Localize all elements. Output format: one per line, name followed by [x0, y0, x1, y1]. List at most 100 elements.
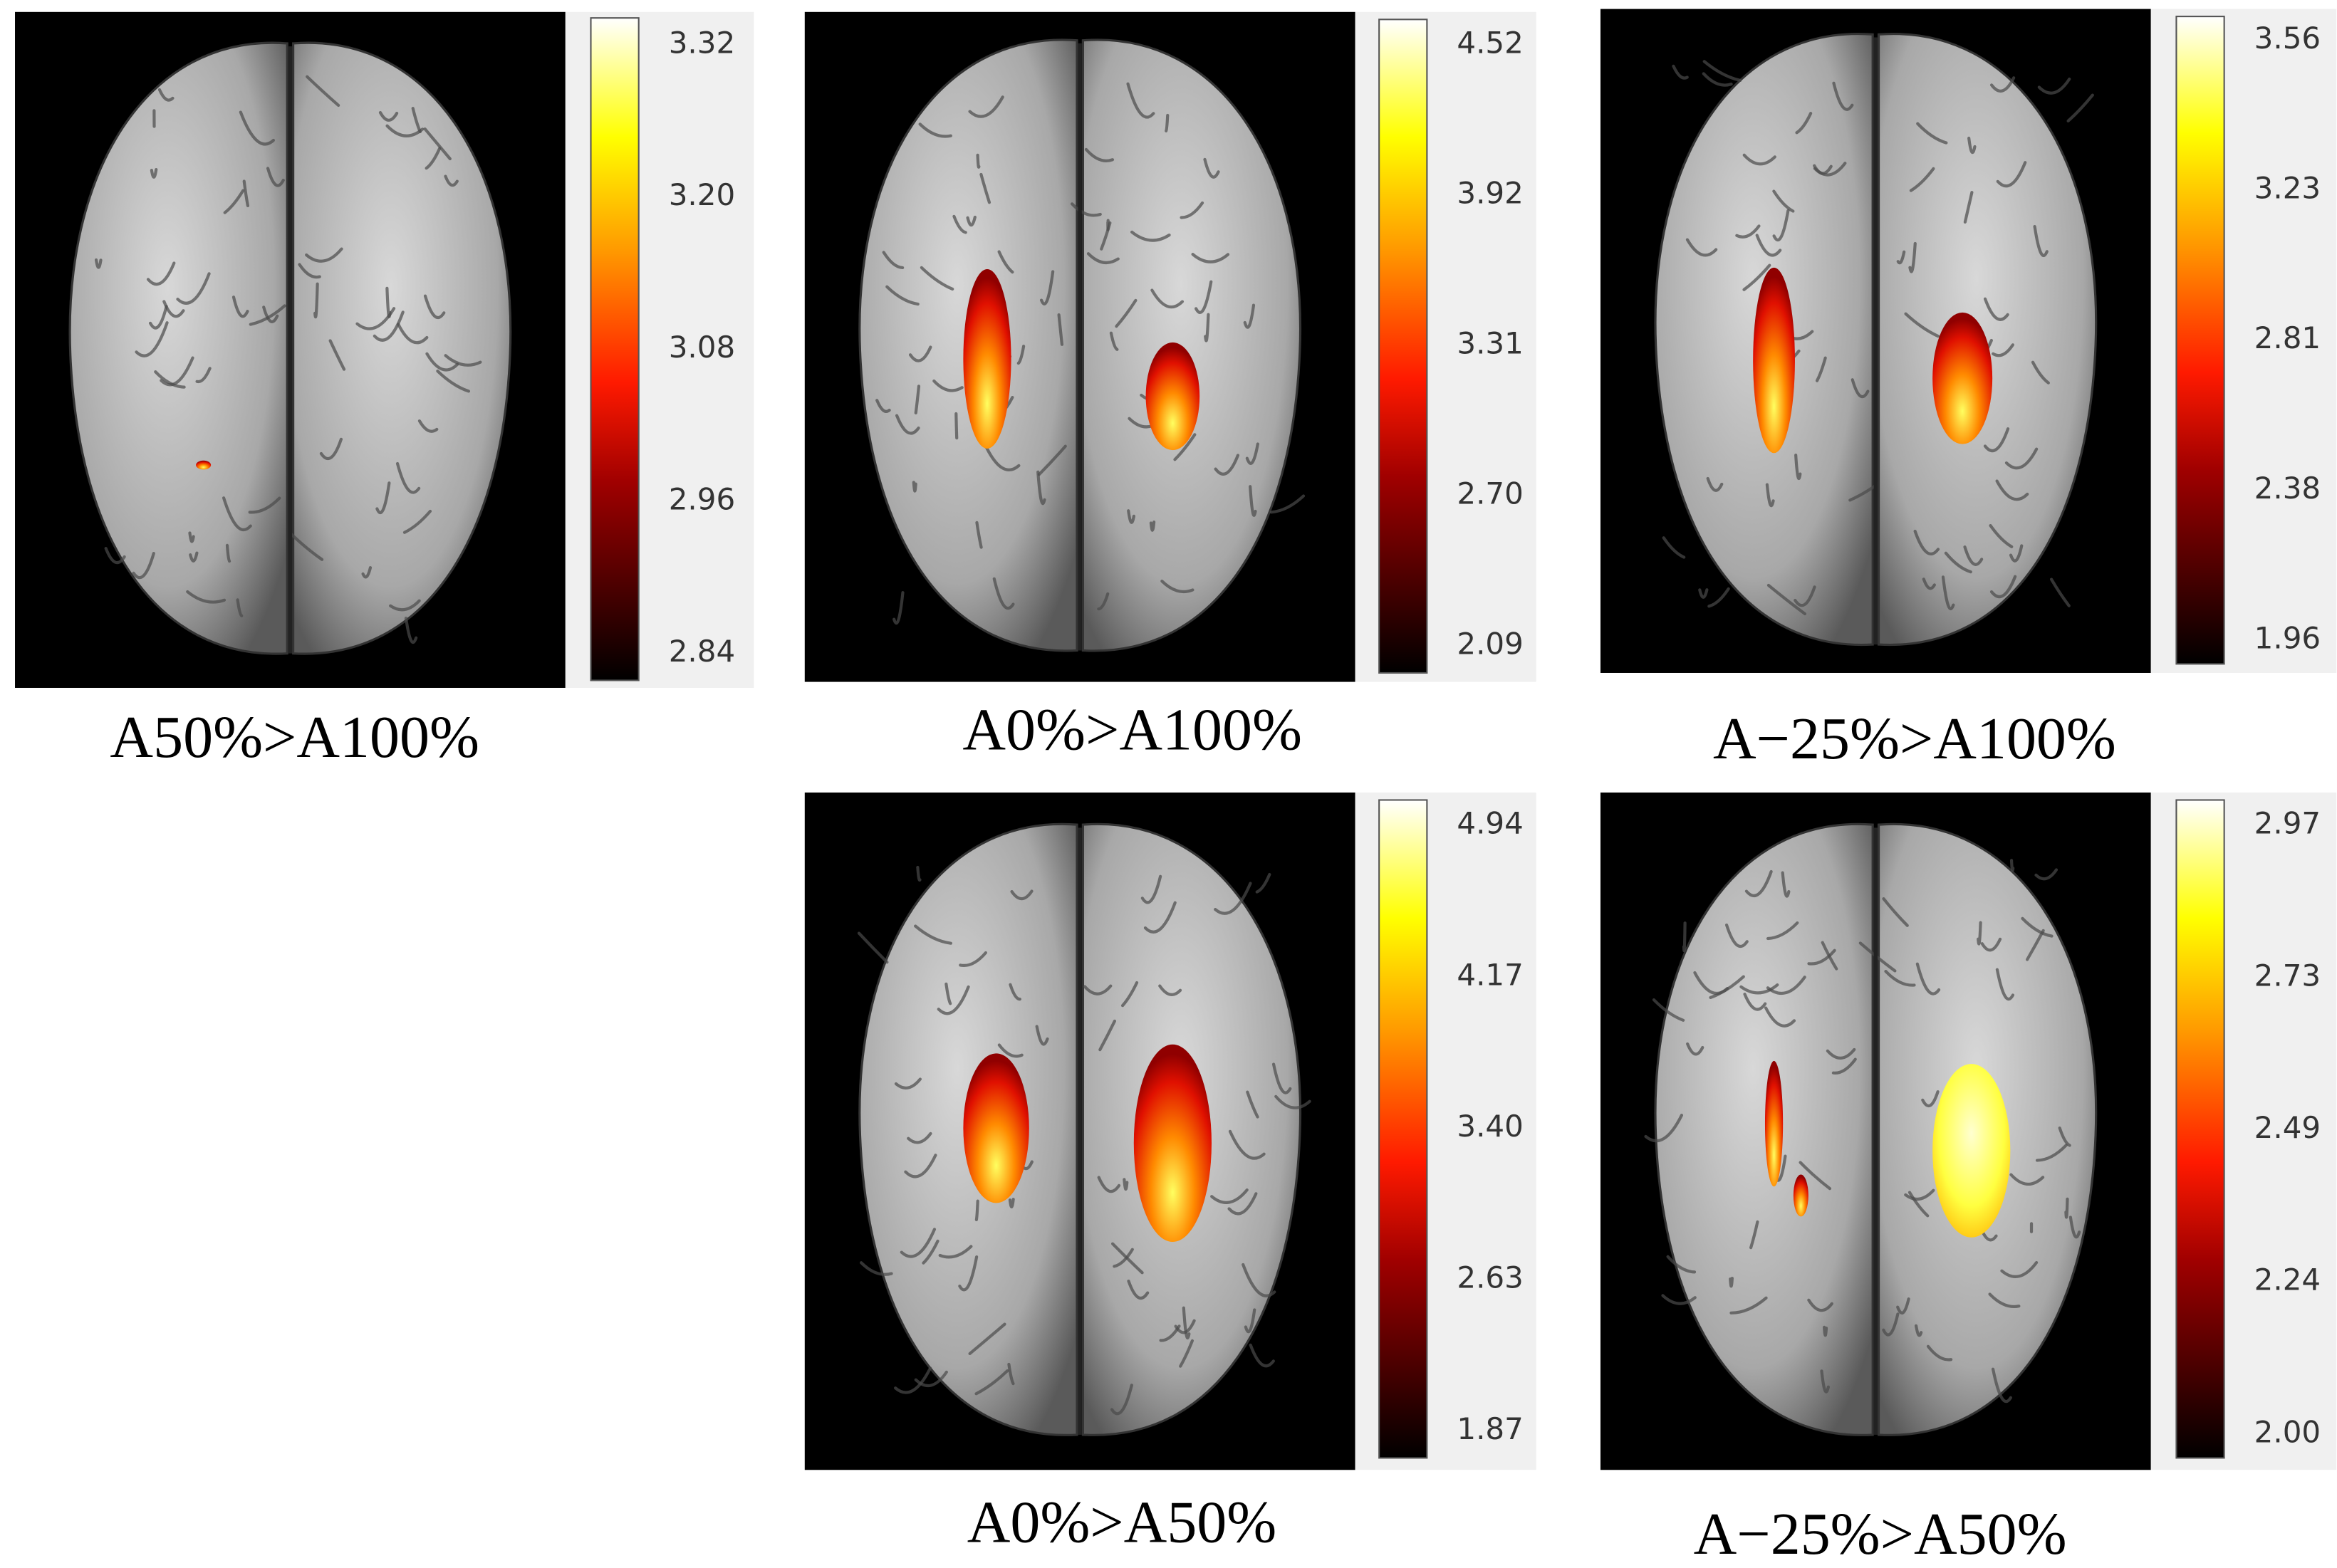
brain-hemisphere [292, 41, 512, 655]
brain-sulcus [1693, 971, 1729, 995]
brain-sulcus [1037, 444, 1067, 476]
colorbar-tick-label: 1.96 [2254, 620, 2321, 655]
brain-sulcus [1967, 136, 1977, 155]
brain-sulcus [231, 296, 249, 318]
brain-sulcus [974, 1199, 979, 1222]
brain-sulcus [1150, 288, 1185, 309]
brain-sulcus [378, 110, 399, 122]
colorbar-tick-label: 2.70 [1457, 476, 1523, 511]
brain-sulcus [1742, 153, 1776, 166]
brain-sulcus [907, 1131, 932, 1144]
activation-blob [963, 268, 1011, 449]
brain-sulcus [1070, 202, 1102, 217]
colorbar-tick-label: 1.87 [1457, 1411, 1523, 1446]
colorbar-tick-label: 3.20 [669, 177, 735, 212]
brain-sulcus [1995, 479, 2029, 501]
brain-sulcus [968, 1322, 1006, 1356]
brain-sulcus [1123, 1178, 1129, 1191]
panel-caption: A−25%>A100% [1713, 706, 2116, 772]
brain-sulcus [1963, 545, 1984, 566]
brain-sulcus [1743, 993, 1767, 1011]
brain-sulcus [425, 147, 442, 170]
brain-sulcus [882, 251, 905, 270]
brain-sulcus [1707, 587, 1730, 608]
brain-sulcus [1921, 1090, 1940, 1108]
brain-sulcus [222, 496, 252, 532]
brain-sulcus [188, 531, 195, 543]
brain-sulcus [1109, 331, 1119, 351]
brain-sulcus [1823, 1325, 1828, 1337]
colorbar-tick-label: 2.81 [2254, 320, 2321, 355]
brain-sulcus [1963, 191, 1974, 224]
brain-sulcus [1896, 250, 1906, 265]
panel-caption: A−25%>A50% [1694, 1501, 2067, 1567]
brain-sulcus [1179, 1339, 1194, 1368]
colorbar-tick-label: 2.38 [2254, 471, 2321, 506]
brain-sulcus [997, 250, 1014, 274]
brain-sulcus [920, 266, 954, 291]
brain-sulcus [1907, 1191, 1930, 1218]
brain-sulcus [1858, 941, 1897, 973]
brain-sulcus [1158, 984, 1182, 996]
brain-sulcus [908, 345, 932, 362]
brain-sulcus [417, 419, 439, 433]
brain-sulcus [1039, 270, 1055, 305]
brain-sulcus [1795, 112, 1813, 135]
brain-sulcus [2031, 360, 2050, 385]
brain-sulcus [895, 414, 920, 435]
brain-sulcus [1991, 1367, 2012, 1404]
brain-sulcus [1766, 583, 1807, 616]
brain-hemisphere [1081, 38, 1302, 652]
brain-sulcus [1009, 983, 1021, 1001]
brain-sulcus [423, 294, 446, 319]
brain-sulcus [1749, 1220, 1759, 1250]
brain-sulcus [1996, 161, 2027, 188]
brain-sulcus [1739, 983, 1779, 995]
brain-sulcus [1143, 901, 1177, 934]
brain-sulcus [266, 167, 285, 187]
brain-sulcus [1896, 1297, 1910, 1314]
brain-sulcus [1672, 64, 1689, 80]
brain-sulcus [1115, 298, 1138, 328]
activation-blob [1145, 342, 1200, 451]
brain-sulcus [1744, 869, 1773, 897]
panel: 2.97 2.73 2.49 2.24 2.00 A−25%>A50% [1600, 792, 2337, 1567]
brain-sulcus [236, 598, 244, 617]
brain-sulcus [2021, 916, 2054, 938]
brain-sulcus [937, 985, 970, 1015]
brain-sulcus [1698, 588, 1709, 599]
brain-sulcus [900, 1228, 937, 1258]
brain-sulcus [1127, 1279, 1150, 1300]
brain-sulcus [1180, 201, 1204, 219]
brain-sulcus [225, 543, 231, 563]
brain-sulcus [885, 285, 920, 306]
brain-sulcus [1110, 1384, 1133, 1416]
colorbar-tick-label: 2.63 [1457, 1260, 1523, 1295]
brain-sulcus [1016, 345, 1026, 365]
brain-sulcus [1908, 241, 1917, 273]
brain-sulcus [298, 263, 321, 279]
brain-sulcus [1127, 509, 1135, 524]
brain-sulcus [1010, 889, 1034, 901]
brain-sulcus [1249, 485, 1257, 517]
panel-caption: A50%>A100% [110, 704, 479, 770]
brain-sulcus [1980, 937, 2002, 952]
brain-sulcus [444, 174, 459, 187]
brain-sulcus [1686, 1042, 1704, 1056]
panel-caption: A0%>A50% [967, 1489, 1277, 1555]
brain-sulcus [976, 153, 981, 169]
brain-sulcus [959, 951, 987, 967]
brain-sulcus [189, 551, 199, 563]
brain-sulcus [425, 352, 459, 372]
brain-sulcus [966, 215, 977, 227]
brain-sulcus [1765, 483, 1775, 508]
brain-sulcus [1243, 303, 1256, 329]
brain-sulcus [1244, 1308, 1256, 1334]
brain-sulcus [1249, 1343, 1275, 1368]
brain-sulcus [313, 282, 319, 319]
brain-sulcus [135, 321, 169, 357]
brain-sulcus [2009, 1173, 2045, 1186]
brain-sulcus [94, 258, 103, 269]
brain-sulcus [104, 547, 126, 565]
brain-sulcus [1084, 147, 1115, 162]
